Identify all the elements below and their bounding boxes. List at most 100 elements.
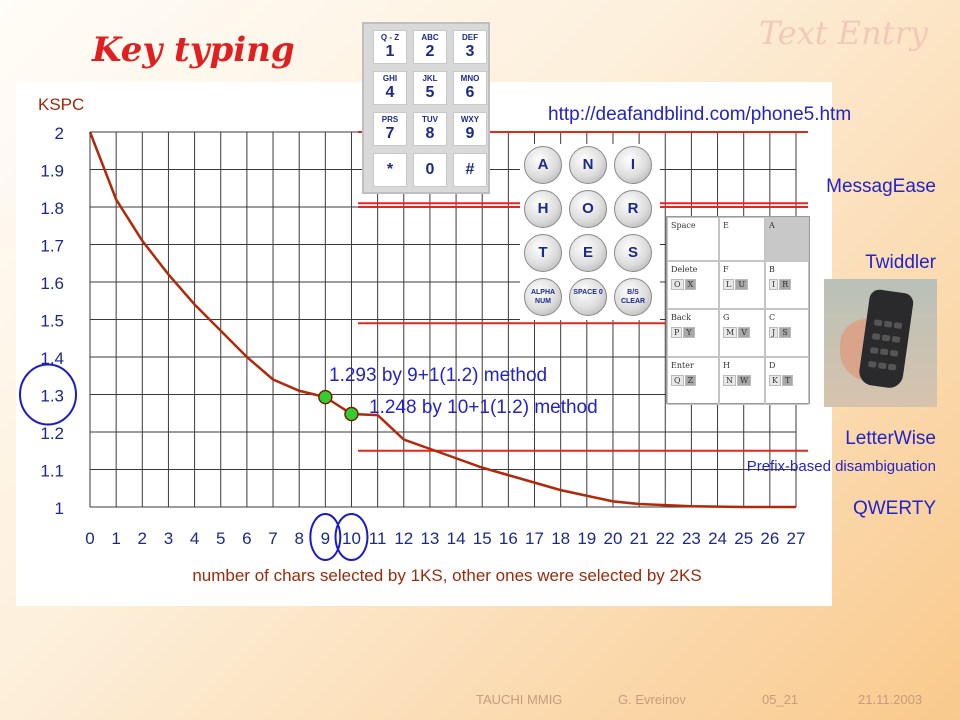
twiddler-cell-title: Space	[671, 221, 696, 230]
twiddler-sub-key: T	[781, 375, 794, 386]
keypad-key: TUV 8	[413, 112, 447, 146]
messagease-key: ALPHA NUM	[524, 278, 562, 316]
twiddler-cell-title: B	[769, 265, 775, 274]
twiddler-device	[857, 288, 915, 390]
twiddler-sub-key: L	[723, 279, 735, 290]
twiddler-sub-key: W	[737, 375, 752, 386]
twiddler-cell: Back P Y	[667, 309, 719, 357]
phone-keypad: Q - Z 1 ABC 2 DEF 3 GHI 4 JKL 5 MNO 6 PRS 7 TUV 8 WXY 9 * 0…	[362, 22, 490, 194]
x-tick-label: 17	[525, 529, 544, 548]
y-tick-label: 1.1	[40, 462, 64, 481]
section-label: Text Entry	[758, 14, 928, 52]
x-tick-label: 9	[321, 529, 330, 548]
y-tick-label: 1.2	[40, 424, 64, 443]
messagease-key-label: A	[537, 156, 549, 173]
x-tick-label: 10	[342, 529, 361, 548]
x-tick-label: 14	[447, 529, 466, 548]
messagease-key: N	[569, 146, 607, 184]
messagease-key-label: SPACE 0	[573, 289, 603, 296]
keypad-key: JKL 5	[413, 71, 447, 105]
keypad-key: #	[453, 153, 487, 187]
keypad-key: 0	[413, 153, 447, 187]
keypad-key-number: 4	[385, 84, 395, 101]
keypad-key: PRS 7	[373, 112, 407, 146]
y-tick-label: 1	[55, 499, 64, 518]
y-tick-label: 1.6	[40, 274, 64, 293]
messagease-key-label: N	[582, 156, 594, 173]
twiddler-sub-key: I	[769, 279, 779, 290]
keypad-key: MNO 6	[453, 71, 487, 105]
x-tick-label: 1	[111, 529, 120, 548]
twiddler-cell: Delete O X	[667, 261, 719, 309]
x-tick-label: 2	[138, 529, 147, 548]
slide-title: Key typing	[92, 30, 295, 70]
x-tick-label: 20	[604, 529, 623, 548]
twiddler-sub-key: N	[723, 375, 736, 386]
keypad-key-number: 1	[385, 43, 395, 60]
y-tick-label: 1.3	[40, 387, 64, 406]
x-tick-label: 12	[394, 529, 413, 548]
messagease-key-label: H	[537, 200, 549, 217]
keypad-key-number: 8	[425, 125, 435, 142]
x-tick-label: 24	[708, 529, 727, 548]
twiddler-cell-title: E	[723, 221, 729, 230]
keypad-key-letters: Q - Z	[380, 33, 400, 42]
x-tick-label: 11	[369, 529, 387, 548]
twiddler-sub-key: Z	[684, 375, 697, 386]
messagease-key: T	[524, 234, 562, 272]
y-tick-label: 1.9	[40, 162, 64, 181]
messagease-key-label: B/S CLEAR	[620, 289, 646, 305]
footer-slide-number: 05_21	[762, 692, 799, 707]
messagease-key-label: T	[538, 244, 548, 261]
keypad-key-letters: DEF	[462, 33, 478, 42]
footer-author: G. Evreinov	[618, 692, 686, 707]
messagease-key-label: ALPHA NUM	[530, 289, 556, 305]
twiddler-sub-key: K	[769, 375, 781, 386]
keypad-key-number: 5	[425, 84, 435, 101]
messagease-key: S	[614, 234, 652, 272]
messagease-key-label: R	[627, 200, 639, 217]
keypad-key: DEF 3	[453, 30, 487, 64]
url-label[interactable]: http://deafandblind.com/phone5.htm	[548, 104, 852, 125]
messagease-key: A	[524, 146, 562, 184]
twiddler-cell-title: Back	[671, 313, 691, 322]
keypad-key-letters: WXY	[460, 115, 480, 124]
twiddler-cell-title: F	[723, 265, 729, 274]
twiddler-sub-key: O	[671, 279, 684, 290]
x-tick-label: 3	[164, 529, 173, 548]
method-label-qwerty: QWERTY	[852, 498, 936, 519]
x-tick-label: 7	[268, 529, 277, 548]
kspc-chart: 11.11.21.31.41.51.61.71.81.920 1 2 3 4 5 6 7 8 9 1…	[19, 95, 808, 585]
twiddler-sub-key: P	[671, 327, 683, 338]
keypad-key-letters: MNO	[460, 74, 480, 83]
x-axis-label: number of chars selected by 1KS, other o…	[192, 566, 701, 585]
y-tick-label: 1.4	[40, 349, 64, 368]
messagease-key-label: S	[627, 244, 638, 261]
x-tick-label: 8	[294, 529, 303, 548]
data-marker	[318, 389, 333, 405]
footer-date: 21.11.2003	[858, 692, 923, 707]
highlight-circle-x	[309, 513, 342, 561]
data-marker	[344, 406, 359, 422]
twiddler-cell: Space	[667, 217, 719, 261]
twiddler-cell-title: H	[723, 361, 730, 370]
messagease-key: SPACE 0	[569, 278, 607, 316]
keypad-key-number: 0	[425, 161, 435, 178]
footer-group: TAUCHI MMIG	[476, 692, 563, 707]
x-tick-label: 23	[682, 529, 701, 548]
keypad-key-number: 6	[465, 84, 475, 101]
keypad-key-letters: JKL	[422, 74, 438, 83]
keypad-key: *	[373, 153, 407, 187]
kspc-curve	[88, 131, 796, 509]
twiddler-cell-title: C	[769, 313, 776, 322]
keypad-key-letters: ABC	[421, 33, 439, 42]
method-label-twiddler: Twiddler	[865, 252, 936, 273]
messagease-key-label: I	[630, 156, 636, 173]
method-label-messagease: MessagEase	[826, 176, 936, 197]
x-tick-label: 25	[734, 529, 753, 548]
twiddler-sub-key: R	[779, 279, 792, 290]
